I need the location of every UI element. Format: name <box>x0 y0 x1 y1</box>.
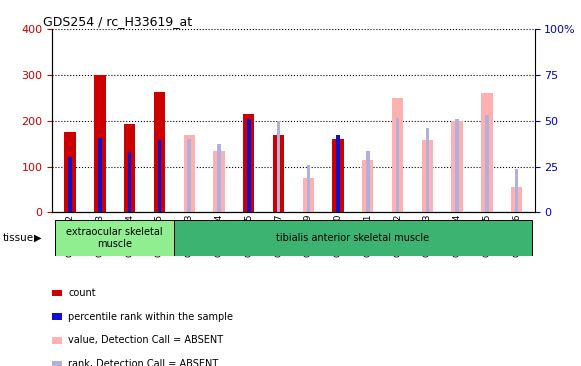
Text: percentile rank within the sample: percentile rank within the sample <box>68 311 233 322</box>
Bar <box>154 92 165 212</box>
Bar <box>277 121 280 212</box>
Bar <box>307 165 310 212</box>
Bar <box>481 93 493 212</box>
Bar <box>64 132 76 212</box>
Bar <box>422 140 433 212</box>
Bar <box>392 98 403 212</box>
Text: extraocular skeletal
muscle: extraocular skeletal muscle <box>66 227 163 249</box>
Bar <box>98 138 102 212</box>
Bar <box>362 160 374 212</box>
Bar <box>485 115 489 212</box>
Text: ▶: ▶ <box>34 233 41 243</box>
Text: tissue: tissue <box>3 233 34 243</box>
Text: GDS254 / rc_H33619_at: GDS254 / rc_H33619_at <box>42 15 192 28</box>
Bar <box>174 220 532 256</box>
Bar <box>273 135 284 212</box>
Bar <box>456 119 459 212</box>
Bar <box>128 152 131 212</box>
Text: tibialis anterior skeletal muscle: tibialis anterior skeletal muscle <box>277 233 429 243</box>
Bar <box>55 220 174 256</box>
Bar <box>243 114 254 212</box>
Bar <box>451 121 463 212</box>
Bar <box>425 128 429 212</box>
Bar <box>247 119 250 212</box>
Bar <box>303 178 314 212</box>
Bar <box>332 139 344 212</box>
Bar <box>188 139 191 212</box>
Bar <box>336 134 340 212</box>
Bar <box>511 187 522 212</box>
Bar <box>366 152 370 212</box>
Text: count: count <box>68 288 96 298</box>
Text: value, Detection Call = ABSENT: value, Detection Call = ABSENT <box>68 335 223 346</box>
Bar <box>124 124 135 212</box>
Bar <box>217 143 221 212</box>
Bar <box>69 157 72 212</box>
Bar <box>184 134 195 212</box>
Bar <box>515 169 518 212</box>
Bar <box>94 75 106 212</box>
Bar <box>213 152 225 212</box>
Bar <box>396 119 399 212</box>
Bar <box>157 140 162 212</box>
Text: rank, Detection Call = ABSENT: rank, Detection Call = ABSENT <box>68 359 218 366</box>
